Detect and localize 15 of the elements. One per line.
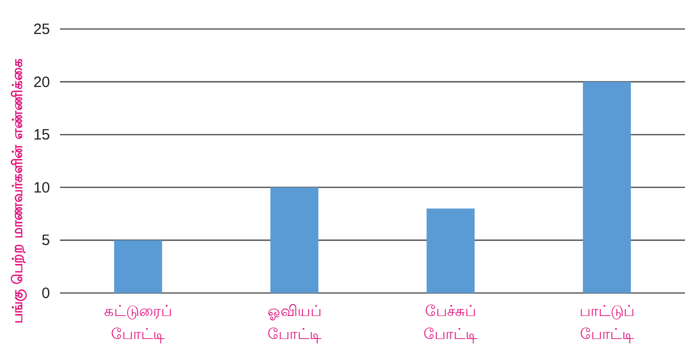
y-tick-label: 0 xyxy=(42,285,50,302)
bar xyxy=(426,208,475,293)
x-tick-label: கட்டுரைப் போட்டி xyxy=(104,302,172,343)
y-tick-label: 15 xyxy=(33,126,50,144)
bar xyxy=(114,240,162,293)
bar xyxy=(270,187,318,293)
y-axis-title: பங்கு பெற்ற மாணவர்களின் எண்ணிக்கை xyxy=(10,58,27,324)
bar xyxy=(582,82,631,293)
y-tick-label: 20 xyxy=(33,74,50,91)
y-tick-label: 10 xyxy=(33,179,50,196)
y-tick-label: 5 xyxy=(42,232,50,250)
x-tick-label: ஓவியப் போட்டி xyxy=(267,302,322,343)
y-tick-label: 25 xyxy=(33,21,50,38)
x-tick-label: பேச்சுப் போட்டி xyxy=(424,302,478,343)
x-tick-label: பாட்டுப் போட்டி xyxy=(579,302,634,343)
